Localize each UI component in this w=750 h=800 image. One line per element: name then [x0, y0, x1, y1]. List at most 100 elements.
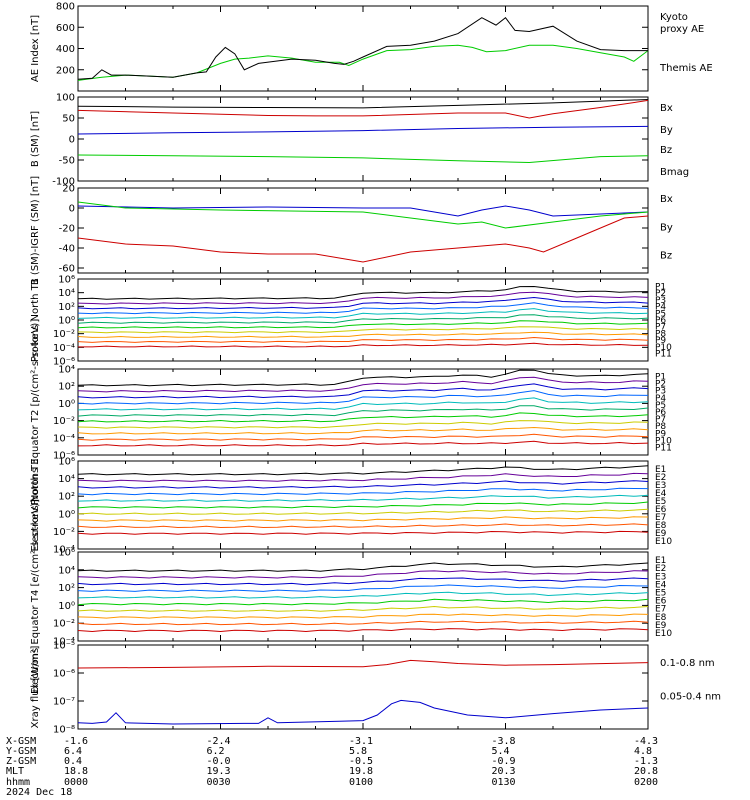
series-line	[77, 201, 649, 229]
channel-label: P11	[655, 443, 672, 453]
series-label: By	[660, 222, 673, 233]
y-tick-label: 100	[56, 93, 75, 104]
y-tick-label: 10⁻²	[53, 416, 75, 427]
y-tick-label: 10⁻⁸	[53, 725, 75, 736]
y-tick-label: 10⁻²	[53, 329, 75, 340]
channel-line	[77, 605, 649, 612]
y-tick-label: 10²	[58, 583, 75, 594]
channel-line	[77, 480, 649, 489]
channel-line	[77, 314, 649, 324]
series-label: By	[660, 125, 673, 136]
panel-frame	[77, 278, 649, 362]
series-label: 0.05-0.4 nm	[660, 691, 721, 702]
series-line	[77, 215, 649, 263]
channel-label: P8	[655, 422, 666, 432]
series-label: Bz	[660, 250, 672, 261]
y-tick-label: 10²	[58, 382, 75, 393]
y-tick-label: 200	[56, 65, 75, 76]
y-tick-label: 10⁶	[58, 275, 75, 286]
y-tick-label: 10⁰	[58, 399, 75, 410]
y-tick-label: 10⁴	[58, 288, 75, 299]
channel-line	[77, 308, 649, 319]
channel-label: P9	[655, 429, 666, 439]
channel-line	[77, 326, 649, 334]
y-tick-label: 10⁰	[58, 509, 75, 520]
series-line	[77, 125, 649, 135]
channel-line	[77, 412, 649, 423]
channel-label: E1	[655, 556, 666, 566]
y-tick-label: -40	[59, 244, 75, 255]
channel-label: E9	[655, 621, 667, 631]
y-tick-label: 50	[62, 114, 75, 125]
panel-frame	[77, 187, 649, 274]
channel-label: P10	[655, 343, 672, 353]
channel-label: P9	[655, 336, 666, 346]
y-tick-label: -50	[59, 156, 75, 167]
channel-label: E8	[655, 521, 667, 531]
y-tick-label: 10²	[58, 492, 75, 503]
channel-label: E5	[655, 497, 666, 507]
channel-line	[77, 620, 649, 626]
channel-label: E4	[655, 489, 667, 499]
channel-line	[77, 562, 649, 572]
channel-label: P4	[655, 303, 666, 313]
channel-line	[77, 376, 649, 393]
channel-line	[77, 390, 649, 405]
channel-line	[77, 426, 649, 435]
channel-label: P5	[655, 401, 666, 411]
y-tick-label: 10⁶	[58, 548, 75, 559]
channel-label: P10	[655, 436, 672, 446]
y-tick-label: -20	[59, 224, 75, 235]
channel-label: P5	[655, 309, 666, 319]
series-label: proxy AE	[660, 24, 704, 35]
channel-label: E2	[655, 473, 666, 483]
y-tick-label: 10⁴	[58, 565, 75, 576]
series-line	[77, 99, 649, 109]
channel-line	[77, 405, 649, 417]
series-line	[77, 205, 649, 217]
y-tick-label: 0	[69, 135, 75, 146]
channel-line	[77, 465, 649, 476]
channel-line	[77, 397, 649, 411]
channel-line	[77, 530, 649, 535]
series-label: Themis AE	[659, 63, 713, 74]
channel-label: E1	[655, 465, 666, 475]
y-axis-label: Xray flux [W/m²]	[30, 646, 41, 729]
series-label: Bz	[660, 145, 672, 156]
channel-line	[77, 523, 649, 529]
channel-label: P6	[655, 316, 666, 326]
series-label: Kyoto	[660, 12, 688, 23]
channel-line	[77, 296, 649, 310]
channel-label: E7	[655, 513, 666, 523]
panel-frame	[77, 644, 649, 730]
series-line	[77, 16, 648, 80]
channel-label: E5	[655, 588, 666, 598]
channel-label: E6	[655, 505, 667, 515]
y-tick-label: 10⁶	[58, 457, 75, 468]
y-tick-label: 10⁻⁵	[53, 641, 75, 652]
y-axis-label: Protons North T1	[30, 278, 41, 362]
channel-line	[77, 420, 649, 429]
channel-line	[77, 613, 649, 619]
y-tick-label: -100	[52, 177, 75, 188]
channel-label: P2	[655, 380, 666, 390]
y-tick-label: 10⁴	[58, 365, 75, 376]
channel-line	[77, 584, 649, 592]
channel-label: P8	[655, 329, 666, 339]
channel-line	[77, 433, 649, 441]
channel-label: P1	[655, 282, 666, 292]
y-tick-label: -60	[59, 264, 75, 275]
channel-line	[77, 598, 649, 606]
channel-line	[77, 331, 649, 338]
series-line	[77, 99, 649, 119]
channel-label: P11	[655, 350, 672, 360]
channel-line	[77, 494, 649, 502]
channel-label: P3	[655, 296, 666, 306]
y-tick-label: 400	[56, 44, 75, 55]
y-axis-label: AE Index [nT]	[30, 15, 41, 82]
channel-label: E9	[655, 529, 667, 539]
series-label: Bx	[660, 103, 673, 114]
y-tick-label: 10⁻⁴	[53, 433, 75, 444]
channel-line	[78, 342, 649, 348]
